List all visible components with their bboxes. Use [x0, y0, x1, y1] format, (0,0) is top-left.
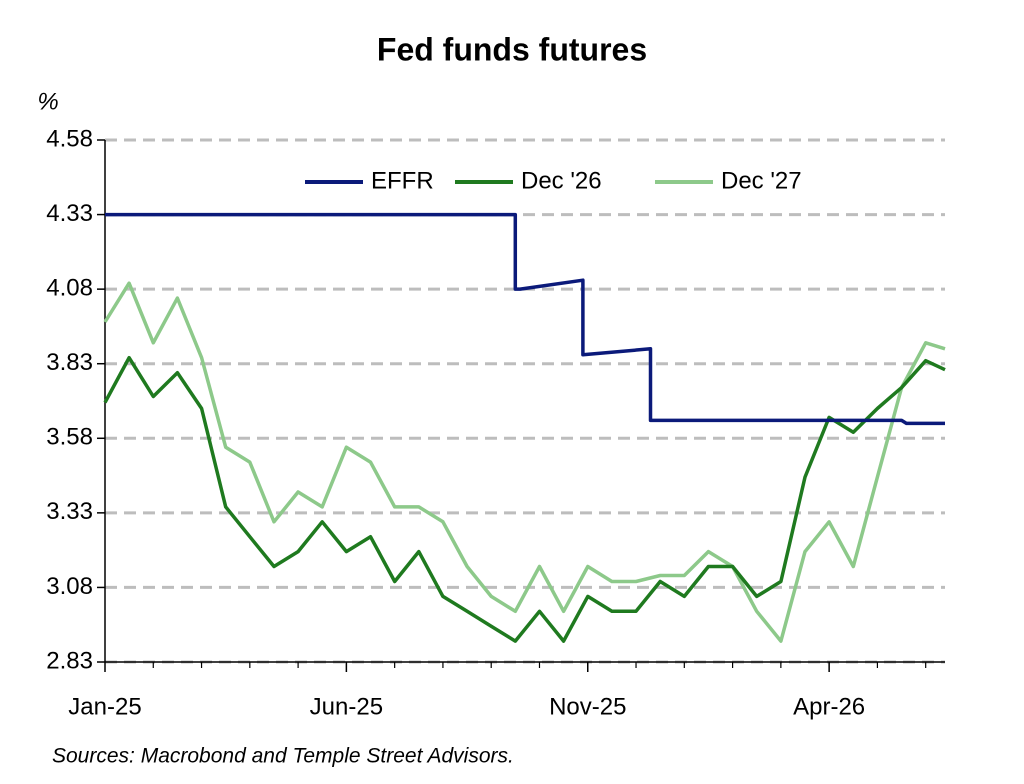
source-note: Sources: Macrobond and Temple Street Adv… [52, 745, 514, 768]
series-line [103, 355, 946, 643]
series-line [103, 281, 946, 643]
y-tick-label: 3.33 [46, 498, 93, 525]
legend-label: Dec '26 [521, 167, 602, 194]
y-tick-label: 2.83 [46, 647, 93, 674]
x-tick-label: Jan-25 [68, 693, 141, 720]
x-tick-label: Nov-25 [549, 693, 626, 720]
y-tick-label: 4.58 [46, 125, 93, 152]
legend-label: Dec '27 [721, 167, 802, 194]
y-axis-label: % [37, 88, 58, 115]
chart-title: Fed funds futures [377, 31, 647, 67]
legend-label: EFFR [371, 167, 434, 194]
y-tick-label: 4.33 [46, 200, 93, 227]
y-tick-label: 4.08 [46, 274, 93, 301]
y-tick-label: 3.58 [46, 424, 93, 451]
y-tick-label: 3.08 [46, 573, 93, 600]
x-tick-label: Jun-25 [310, 693, 383, 720]
y-tick-label: 3.83 [46, 349, 93, 376]
x-tick-label: Apr-26 [793, 693, 865, 720]
series-line [105, 212, 945, 426]
